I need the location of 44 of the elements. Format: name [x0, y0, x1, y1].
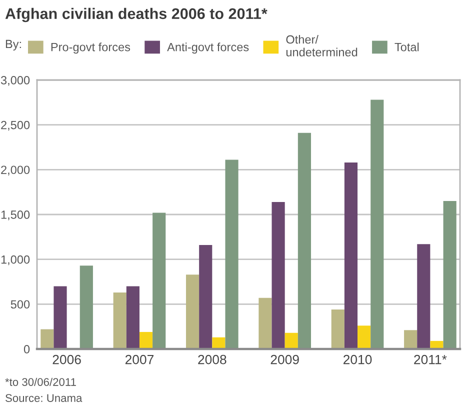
- bar: [186, 274, 200, 349]
- x-tick-label: 2007: [125, 354, 154, 364]
- source-note: Source: Unama: [6, 394, 82, 402]
- bar: [225, 160, 238, 349]
- legend-label: Other/ undetermined: [286, 35, 358, 56]
- bar: [404, 330, 418, 349]
- bar: [258, 298, 272, 349]
- y-tick-label: 3,000: [0, 76, 30, 86]
- bar: [344, 162, 358, 349]
- bar: [298, 132, 312, 349]
- legend-label: Anti-govt forces: [167, 42, 249, 54]
- bar: [126, 286, 140, 349]
- bar: [430, 340, 444, 349]
- bar: [152, 212, 166, 349]
- y-tick-label: 0: [24, 345, 30, 354]
- bar: [212, 337, 226, 349]
- bar: [113, 292, 126, 349]
- x-tick-label: 2006: [52, 354, 81, 364]
- x-tick-label: 2010: [344, 354, 372, 364]
- bar: [199, 244, 212, 349]
- bar: [417, 244, 430, 349]
- bar: [40, 329, 54, 349]
- x-tick-label: 2009: [270, 354, 299, 364]
- y-tick-label: 500: [10, 300, 30, 309]
- bar: [80, 266, 93, 349]
- bar: [331, 310, 344, 349]
- bar: [358, 326, 371, 349]
- bar: [284, 332, 298, 349]
- x-tick-label: 2011*: [414, 354, 447, 364]
- y-tick-label: 2,500: [1, 120, 30, 131]
- x-tick-label: 2008: [198, 354, 226, 364]
- chart-title: Afghan civilian deaths 2006 to 2011*: [5, 8, 268, 22]
- text: *to 30/06/2011: [5, 378, 76, 386]
- bar: [139, 332, 153, 349]
- bar: [443, 201, 456, 349]
- y-tick-label: 1,500: [1, 210, 30, 220]
- legend-title: By:: [6, 40, 21, 50]
- legend-label: Pro-govt forces: [51, 42, 130, 54]
- y-tick-label: 1,000: [1, 255, 30, 266]
- bar: [370, 100, 384, 349]
- y-tick-label: 2,000: [1, 166, 30, 176]
- bar: [272, 202, 285, 349]
- bar: [54, 286, 67, 349]
- legend-label: Total: [394, 42, 419, 52]
